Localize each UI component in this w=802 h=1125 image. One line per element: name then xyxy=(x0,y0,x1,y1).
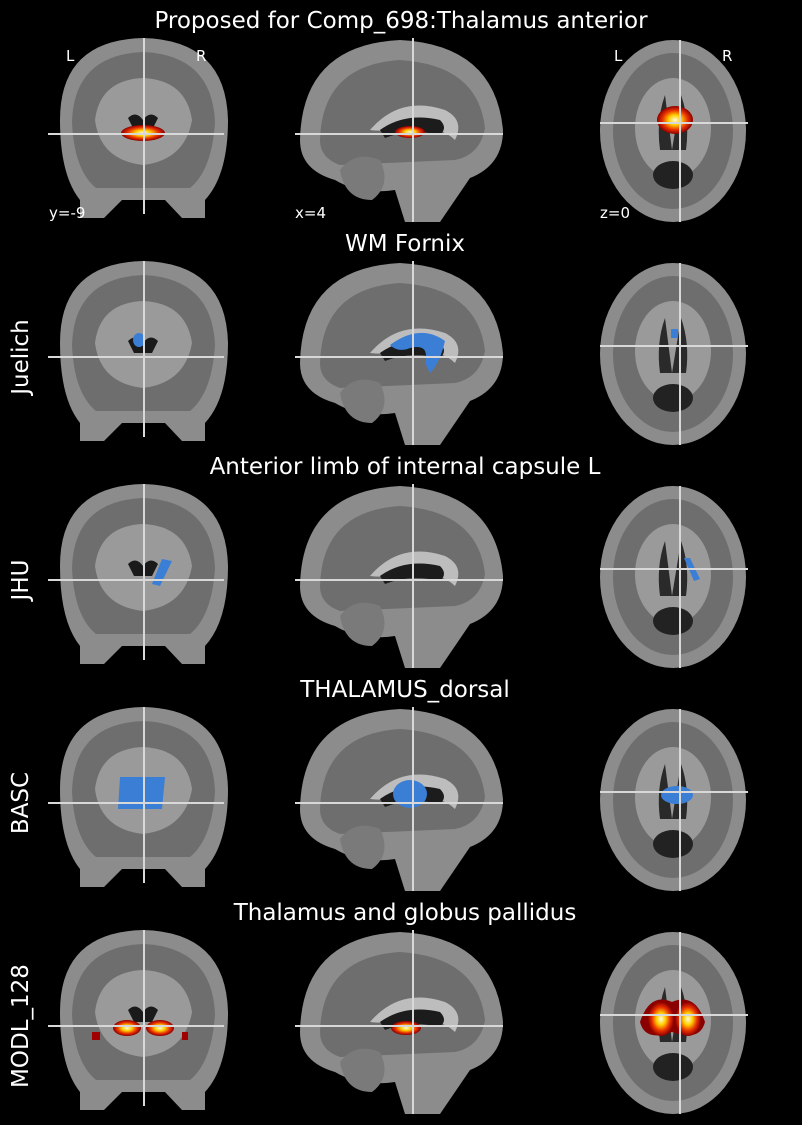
orient-right: R xyxy=(722,47,732,65)
coord: y=-9 xyxy=(49,204,85,222)
overlay xyxy=(113,1020,141,1036)
region-title: Thalamus and globus pallidus xyxy=(233,900,577,926)
row-proposed: Proposed for Comp_698:Thalamus anterior … xyxy=(47,8,749,223)
overlay xyxy=(182,1032,188,1040)
row-modl: Thalamus and globus pallidus MODL_128 xyxy=(8,900,749,1115)
region-title: WM Fornix xyxy=(345,231,465,257)
brain-slices xyxy=(60,261,746,445)
row-jhu: Anterior limb of internal capsule L JHU xyxy=(8,454,749,669)
orient-left: L xyxy=(66,47,75,65)
coord: x=4 xyxy=(295,204,326,222)
row-basc: THALAMUS_dorsal BASC xyxy=(8,677,749,892)
region-title: Anterior limb of internal capsule L xyxy=(210,454,601,480)
overlay xyxy=(390,332,445,373)
overlay xyxy=(657,106,693,134)
atlas-label: Juelich xyxy=(8,319,34,397)
overlay xyxy=(395,126,425,138)
overlay xyxy=(648,1002,674,1036)
region-title: THALAMUS_dorsal xyxy=(299,677,510,703)
title: Proposed for Comp_698:Thalamus anterior xyxy=(154,8,648,34)
overlay xyxy=(391,1021,421,1035)
overlay xyxy=(118,777,165,809)
overlay xyxy=(133,333,145,347)
atlas-label: BASC xyxy=(8,772,34,834)
overlay xyxy=(92,1032,100,1040)
overlay xyxy=(675,1002,701,1036)
atlas-label: JHU xyxy=(8,560,34,603)
overlay xyxy=(146,1020,174,1036)
orient-right: R xyxy=(196,47,206,65)
overlay xyxy=(393,780,427,808)
atlas-label: MODL_128 xyxy=(8,964,34,1088)
overlay xyxy=(661,786,693,804)
coord: z=0 xyxy=(600,204,630,222)
orient-left: L xyxy=(614,47,623,65)
overlay xyxy=(671,329,678,338)
row-juelich: WM Fornix Juelich xyxy=(8,231,749,446)
